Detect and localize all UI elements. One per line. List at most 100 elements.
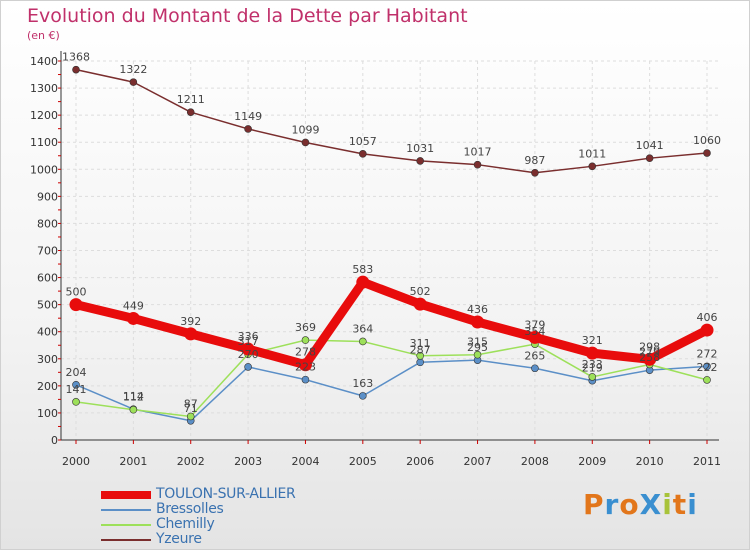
y-tick-label: 800 [37,217,58,230]
legend-item-bressolles: Bressolles [101,501,361,517]
series-line-chemilly [75,339,708,418]
data-label-chemilly: 311 [410,337,431,350]
data-point-chemilly [416,352,424,360]
y-tick-label: 500 [37,299,58,312]
proxiti-logo: ProXiti [583,488,698,521]
y-tick-label: 1400 [30,55,58,68]
data-label-chemilly: 141 [66,383,87,396]
legend-swatch-yzeure [101,539,151,541]
data-label-yzeure: 1211 [177,93,205,106]
grid-lines [61,60,719,441]
logo-letter: r [604,488,620,521]
logo-letter: t [672,488,688,521]
data-label-bressolles: 219 [582,362,603,375]
data-label-toulon: 298 [639,340,660,353]
series-points [69,65,714,425]
data-label-chemilly: 315 [467,336,488,349]
x-tick-label: 2001 [119,455,147,468]
y-tick-label: 100 [37,407,58,420]
data-label-chemilly: 364 [352,322,373,335]
data-point-yzeure [588,162,597,171]
y-tick-label: 200 [37,380,58,393]
data-point-yzeure [703,149,711,157]
data-label-yzeure: 1011 [578,147,606,160]
y-tick-label: 1100 [30,136,58,149]
data-label-bressolles: 258 [639,351,660,364]
data-point-toulon [356,275,370,289]
data-label-toulon: 379 [524,318,545,331]
y-tick-label: 0 [51,434,58,447]
data-label-yzeure: 1322 [119,63,147,76]
data-point-bressolles [703,362,711,371]
data-point-bressolles [301,375,310,384]
data-point-bressolles [72,380,80,389]
data-point-chemilly [703,376,711,384]
data-point-toulon [585,346,599,360]
data-label-toulon: 500 [66,286,87,299]
series-line-yzeure [75,68,708,174]
data-point-yzeure [359,150,367,158]
x-tick-label: 2005 [349,455,377,468]
data-label-yzeure: 1099 [291,123,319,136]
data-label-yzeure: 987 [524,154,545,167]
data-point-chemilly [359,337,367,346]
y-tick-label: 300 [37,353,58,366]
y-axis-ticks: 0 100 200 300 400 500 600 700 800 900 1000 1100 1200… [30,55,61,447]
data-point-toulon [126,311,140,325]
data-point-yzeure [301,138,310,147]
x-tick-label: 2009 [578,455,606,468]
data-point-chemilly [186,412,195,421]
data-point-yzeure [531,169,539,177]
logo-letter: X [639,488,663,521]
y-tick-label: 900 [37,190,58,203]
data-label-chemilly: 369 [295,321,316,334]
x-tick-label: 2004 [291,455,319,468]
legend-label-toulon: TOULON-SUR-ALLIER [156,486,296,502]
x-tick-label: 2006 [406,455,434,468]
x-tick-label: 2011 [693,455,721,468]
legend-item-chemilly: Chemilly [101,516,361,532]
data-point-yzeure [129,78,138,86]
data-point-toulon [241,342,255,356]
data-point-bressolles [416,358,424,367]
data-label-bressolles: 163 [352,377,373,390]
series-line-toulon [71,277,712,370]
data-label-bressolles: 295 [467,341,488,354]
x-tick-label: 2003 [234,455,262,468]
data-point-bressolles [531,364,539,373]
data-label-toulon: 583 [352,263,373,276]
data-label-chemilly: 279 [639,345,660,358]
data-point-bressolles [359,392,367,400]
data-label-chemilly: 222 [697,361,718,374]
data-label-yzeure: 1149 [234,110,262,123]
data-point-toulon [298,358,312,372]
data-label-yzeure: 1368 [62,51,90,64]
data-label-bressolles: 287 [410,343,431,356]
data-point-chemilly [588,373,597,381]
legend-item-toulon: TOULON-SUR-ALLIER [101,486,361,502]
x-tick-label: 2008 [521,455,549,468]
data-label-bressolles: 272 [697,347,718,360]
data-label-toulon: 502 [410,285,431,298]
x-axis-ticks: 2000 2001 2002 2003 2004 2005 2006 2007 2008 2009… [62,440,721,468]
data-label-yzeure: 1031 [406,142,434,155]
data-point-toulon [700,323,714,337]
data-label-bressolles: 204 [66,366,87,379]
legend-swatch-chemilly [101,524,151,526]
x-tick-label: 2002 [177,455,205,468]
data-label-bressolles: 223 [295,361,316,374]
legend-label-yzeure: Yzeure [156,531,202,547]
series-line-bressolles [75,359,708,422]
data-point-toulon [471,315,485,329]
series-lines [71,68,712,422]
data-label-bressolles: 71 [184,402,198,415]
data-point-yzeure [244,125,252,133]
data-label-toulon: 278 [295,346,316,359]
y-tick-label: 600 [37,272,58,285]
data-label-yzeure: 1041 [636,139,664,152]
legend-swatch-toulon [101,491,151,499]
data-label-chemilly: 233 [582,358,603,371]
data-label-chemilly: 354 [524,325,545,338]
data-label-yzeure: 1060 [693,134,721,147]
